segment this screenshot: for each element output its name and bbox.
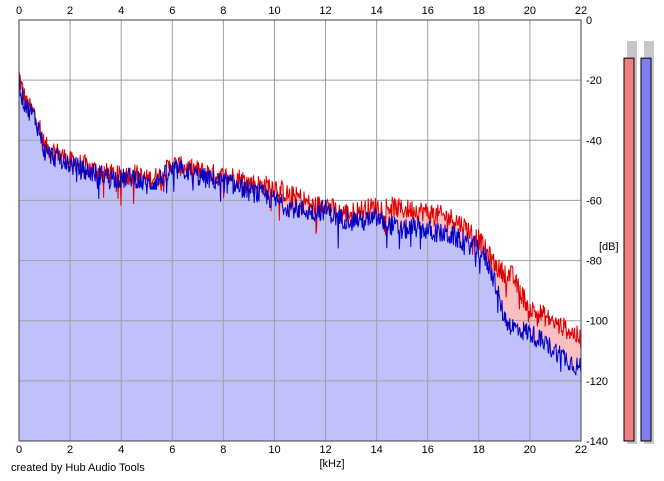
blue-area-fill (19, 76, 581, 442)
plot-area (18, 19, 582, 442)
y-tick-label: -100 (586, 316, 608, 328)
x-tick-label-top: 2 (67, 5, 73, 17)
y-tick-label: -40 (586, 135, 602, 147)
x-tick-label-bottom: 12 (319, 444, 331, 456)
x-tick-label-bottom: 2 (67, 444, 73, 456)
x-tick-label-top: 22 (575, 5, 587, 17)
x-tick-label-top: 20 (524, 5, 536, 17)
x-tick-label-top: 12 (319, 5, 331, 17)
x-axis-top: 0 2 4 6 8 10 12 14 16 18 20 22 (16, 5, 587, 17)
y-tick-label: -20 (586, 75, 602, 87)
x-tick-label-top: 0 (16, 5, 22, 17)
x-tick-label-bottom: 4 (118, 444, 124, 456)
x-tick-label-top: 6 (169, 5, 175, 17)
x-tick-label-bottom: 8 (220, 444, 226, 456)
y-tick-label: -80 (586, 256, 602, 268)
x-tick-label-bottom: 18 (473, 444, 485, 456)
x-tick-label-bottom: 20 (524, 444, 536, 456)
y-axis-label: [dB] (599, 241, 619, 253)
x-tick-label-bottom: 22 (575, 444, 587, 456)
x-tick-label-bottom: 10 (268, 444, 280, 456)
y-tick-label: -140 (586, 436, 608, 448)
x-tick-label-top: 8 (220, 5, 226, 17)
x-axis-bottom: 0 2 4 6 8 10 12 14 16 18 20 22 (16, 444, 587, 456)
series-line-blue (18, 76, 582, 377)
series-line-red (18, 70, 582, 349)
y-tick-label: -120 (586, 376, 608, 388)
level-meter-left (623, 57, 635, 442)
x-tick-label-top: 10 (268, 5, 280, 17)
x-tick-label-bottom: 6 (169, 444, 175, 456)
plot-frame (18, 19, 582, 442)
x-tick-label-top: 4 (118, 5, 124, 17)
x-tick-label-bottom: 14 (371, 444, 383, 456)
y-axis-right: 0 -20 -40 -60 -80 -100 -120 -140 (586, 15, 608, 448)
x-tick-label-top: 18 (473, 5, 485, 17)
x-tick-label-bottom: 0 (16, 444, 22, 456)
x-tick-label-top: 14 (371, 5, 383, 17)
x-axis-label: [kHz] (319, 458, 344, 470)
x-tick-label-bottom: 16 (422, 444, 434, 456)
y-tick-label: 0 (586, 15, 592, 27)
x-tick-label-top: 16 (422, 5, 434, 17)
y-tick-label: -60 (586, 195, 602, 207)
credit-text: created by Hub Audio Tools (11, 462, 145, 474)
level-meter-right (640, 57, 652, 442)
level-meters (623, 41, 654, 444)
